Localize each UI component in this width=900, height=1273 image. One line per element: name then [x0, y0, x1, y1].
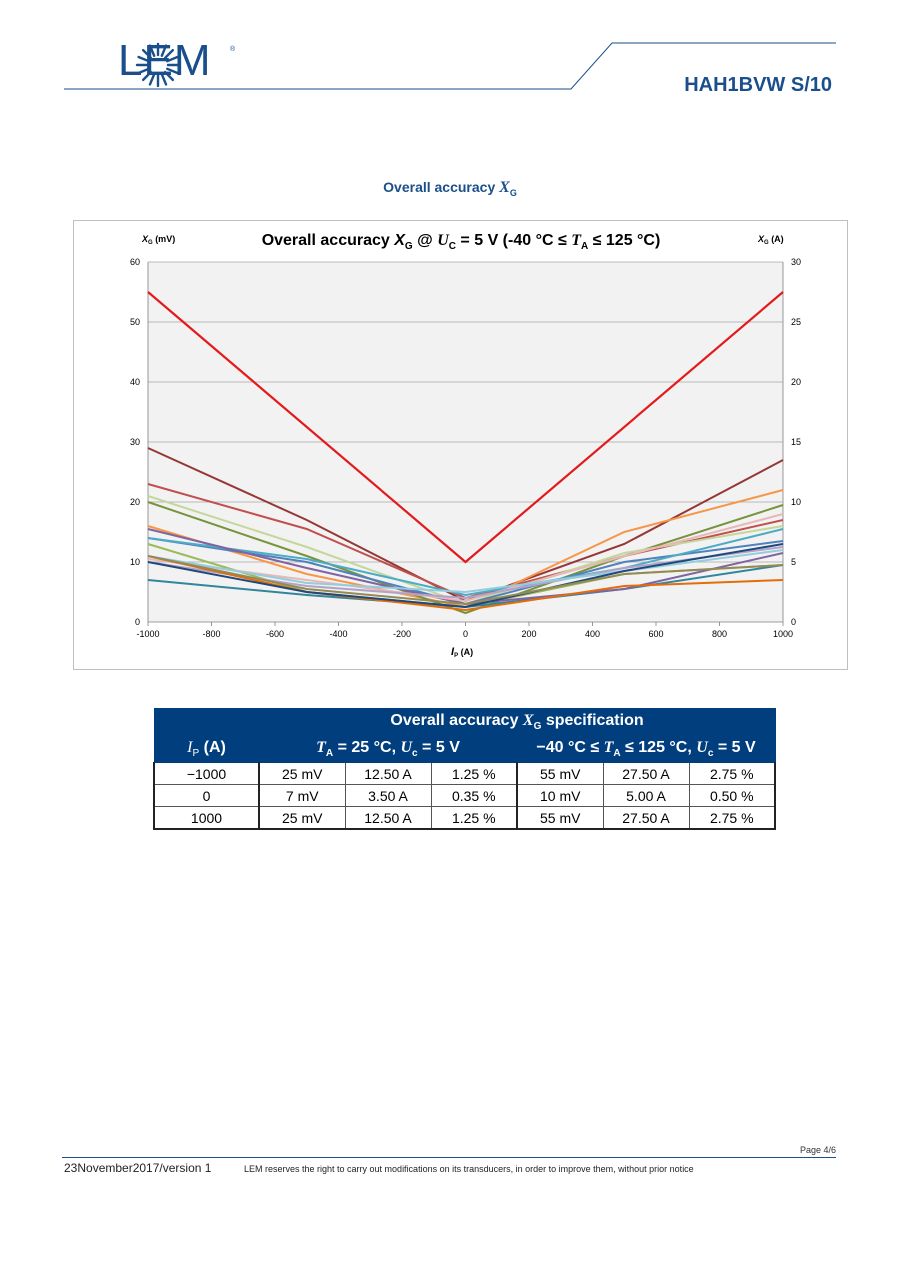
document-id: HAH1BVW S/10 — [684, 74, 832, 96]
section-title-subscript: G — [509, 187, 517, 198]
logo-ray — [137, 67, 150, 75]
lem-logo-icon — [135, 42, 181, 88]
series-line-14 — [147, 555, 784, 612]
y-right-tick-label: 5 — [791, 557, 796, 567]
logo-ray — [137, 55, 150, 63]
table-cell: 1000 — [153, 806, 260, 830]
y-left-tick-label: 0 — [135, 617, 140, 627]
x-tick-label: -1000 — [136, 629, 159, 639]
table-cell: 55 mV — [516, 762, 604, 785]
y-left-tick-label: 30 — [130, 437, 140, 447]
table-row: 1000 25 mV 12.50 A 1.25 % 55 mV 27.50 A … — [153, 806, 776, 830]
table-cell: 27.50 A — [602, 806, 690, 830]
table-cell: 25 mV — [258, 762, 346, 785]
x-tick-label: 200 — [521, 629, 536, 639]
y-right-tick-label: 10 — [791, 497, 801, 507]
table-header-ip: IP (A) — [153, 735, 260, 763]
series-line-16 — [147, 555, 784, 606]
logo-ray — [141, 70, 153, 82]
y-right-axis-label: XG (A) — [757, 234, 784, 246]
x-tick-label: 0 — [463, 629, 468, 639]
table-cell: −1000 — [153, 762, 260, 785]
logo-ray — [148, 73, 156, 86]
table-cell: 2.75 % — [688, 762, 776, 785]
logo-ray — [160, 73, 168, 86]
table-header-main: Overall accuracy XG specification — [258, 708, 776, 736]
y-right-tick-label: 0 — [791, 617, 796, 627]
logo-registered-mark: ® — [230, 46, 236, 53]
logo-ray — [166, 67, 179, 75]
series-line-15 — [147, 543, 784, 609]
x-tick-label: 400 — [585, 629, 600, 639]
accuracy-spec-table: Overall accuracy XG specification IP (A)… — [153, 708, 776, 830]
table-cell: 12.50 A — [344, 806, 432, 830]
y-right-tick-label: 25 — [791, 317, 801, 327]
limit-line — [147, 291, 784, 564]
logo-ray — [141, 48, 153, 60]
table-cell: 2.75 % — [688, 806, 776, 830]
table-header-row: Overall accuracy XG specification — [153, 708, 776, 736]
logo-wordmark: LEM — [118, 36, 212, 85]
table-cell: 27.50 A — [602, 762, 690, 785]
y-left-tick-label: 50 — [130, 317, 140, 327]
x-tick-label: 800 — [712, 629, 727, 639]
y-right-tick-label: 20 — [791, 377, 801, 387]
table-cell: 10 mV — [516, 784, 604, 807]
x-tick-label: -400 — [329, 629, 347, 639]
table-cell: 1.25 % — [430, 762, 518, 785]
footer-notice: LEM reserves the right to carry out modi… — [244, 1164, 694, 1174]
series-line-4 — [147, 501, 784, 615]
table-row: 0 7 mV 3.50 A 0.35 % 10 mV 5.00 A 0.50 % — [153, 784, 776, 807]
logo-ray — [166, 55, 179, 63]
logo-ray — [148, 44, 156, 57]
table-header-25c: TA = 25 °C, Uc = 5 V — [258, 735, 518, 763]
y-left-tick-label: 40 — [130, 377, 140, 387]
table-header-range: −40 °C ≤ TA ≤ 125 °C, Uc = 5 V — [516, 735, 776, 763]
section-title: Overall accuracy XG — [0, 179, 900, 198]
table-cell: 55 mV — [516, 806, 604, 830]
chart-title: Overall accuracy XG @ UC = 5 V (-40 °C ≤… — [262, 232, 661, 252]
footer-divider — [62, 1157, 836, 1158]
table-subheader-row: IP (A) TA = 25 °C, Uc = 5 V −40 °C ≤ TA … — [153, 735, 776, 763]
logo-ray — [163, 48, 175, 60]
table-cell: 7 mV — [258, 784, 346, 807]
x-tick-label: -800 — [202, 629, 220, 639]
x-tick-label: -200 — [393, 629, 411, 639]
table-cell: 0.50 % — [688, 784, 776, 807]
x-tick-label: 600 — [648, 629, 663, 639]
y-right-tick-label: 15 — [791, 437, 801, 447]
y-left-tick-label: 60 — [130, 257, 140, 267]
table-cell: 0 — [153, 784, 260, 807]
section-title-text: Overall accuracy — [383, 179, 500, 195]
y-left-tick-label: 20 — [130, 497, 140, 507]
table-cell: 5.00 A — [602, 784, 690, 807]
y-left-axis-label: XG (mV) — [141, 234, 175, 246]
table-cell: 3.50 A — [344, 784, 432, 807]
table-header-blank — [153, 708, 260, 736]
footer-version: 23November2017/version 1 — [64, 1161, 212, 1175]
section-title-symbol: X — [499, 179, 510, 196]
logo-ray — [160, 44, 168, 57]
y-right-tick-label: 30 — [791, 257, 801, 267]
y-left-tick-label: 10 — [130, 557, 140, 567]
table-cell: 1.25 % — [430, 806, 518, 830]
series-line-13 — [147, 549, 784, 594]
accuracy-chart: 0 0 10 5 20 10 30 15 40 20 50 25 60 30 -1000 -800 -600 -4… — [130, 232, 801, 659]
x-axis-label: IP (A) — [451, 646, 473, 659]
header-decoration — [64, 42, 836, 90]
page-number: Page 4/6 — [799, 1145, 836, 1155]
series-line-9 — [147, 528, 784, 597]
logo-ray — [163, 70, 175, 82]
table-cell: 0.35 % — [430, 784, 518, 807]
x-tick-label: -600 — [266, 629, 284, 639]
x-tick-label: 1000 — [773, 629, 793, 639]
table-cell: 12.50 A — [344, 762, 432, 785]
table-row: −1000 25 mV 12.50 A 1.25 % 55 mV 27.50 A… — [153, 762, 776, 785]
table-cell: 25 mV — [258, 806, 346, 830]
